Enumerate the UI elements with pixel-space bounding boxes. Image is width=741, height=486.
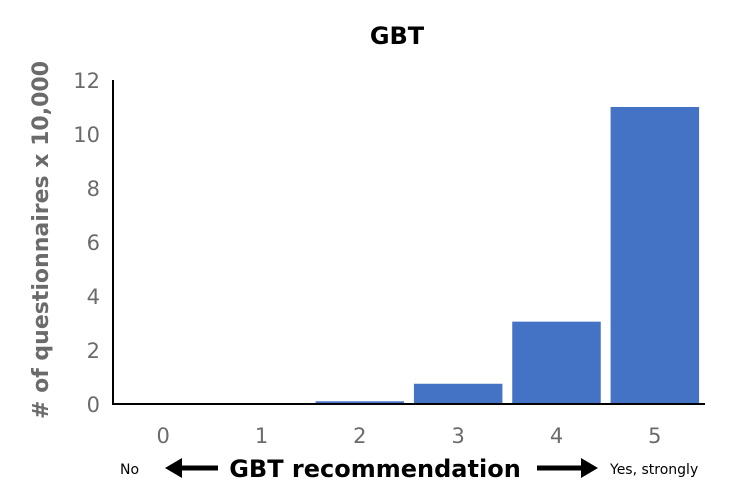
x-axis-ticks: 0 1 2 3 4 5 [156,424,661,448]
y-tick-label: 6 [87,231,100,255]
left-arrow-icon [165,458,218,478]
x-tick-label: 4 [550,424,563,448]
x-tick-label: 5 [648,424,661,448]
chart-title: GBT [370,22,425,50]
x-tick-label: 1 [255,424,268,448]
x-end-label-yes-strongly: Yes, strongly [609,462,698,478]
bars [315,107,700,404]
y-tick-label: 10 [73,123,100,147]
y-axis-label: # of questionnaires x 10,000 [29,61,54,419]
x-tick-label: 2 [353,424,366,448]
bar-4 [512,321,601,404]
x-end-label-no: No [120,462,139,478]
bar-3 [413,383,503,404]
right-arrow-icon [537,458,598,478]
x-tick-label: 0 [156,424,169,448]
x-axis-label: GBT recommendation [229,455,521,483]
bar-2 [315,401,405,404]
y-tick-label: 4 [87,285,100,309]
y-tick-label: 8 [87,177,100,201]
y-tick-label: 12 [73,69,100,93]
x-tick-label: 3 [451,424,464,448]
bar-5 [610,107,700,404]
y-tick-label: 0 [87,393,100,417]
y-tick-label: 2 [87,339,100,363]
y-axis-ticks: 0 2 4 6 8 10 12 [73,69,100,417]
